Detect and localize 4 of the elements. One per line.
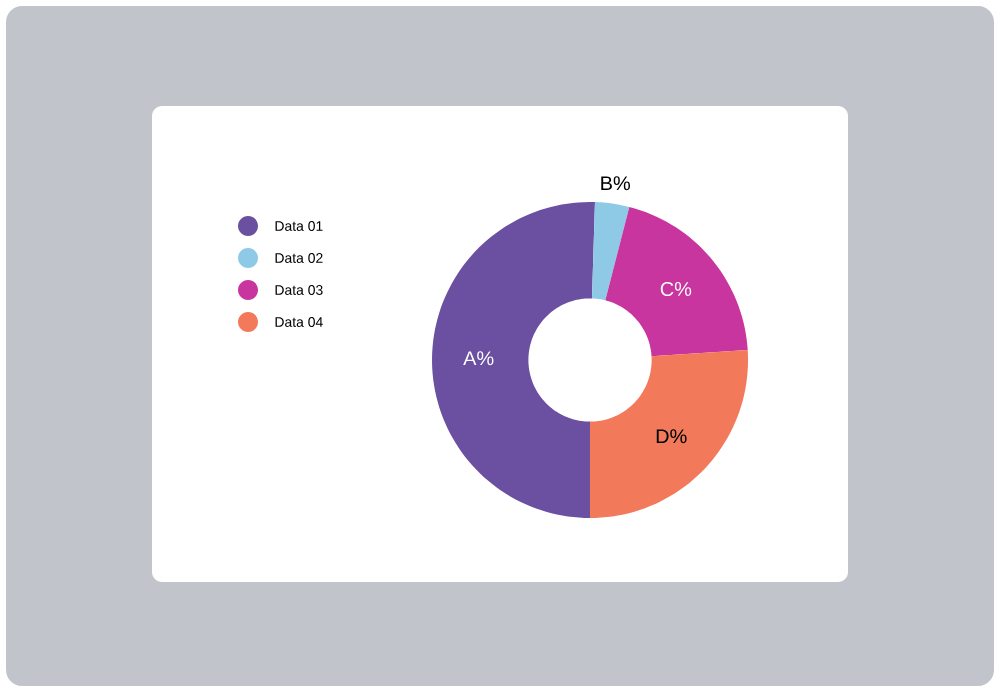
data-label: A% <box>463 351 494 366</box>
data-label: D% <box>656 429 687 444</box>
data-label: B% <box>601 176 630 191</box>
data-label: C% <box>660 281 692 297</box>
